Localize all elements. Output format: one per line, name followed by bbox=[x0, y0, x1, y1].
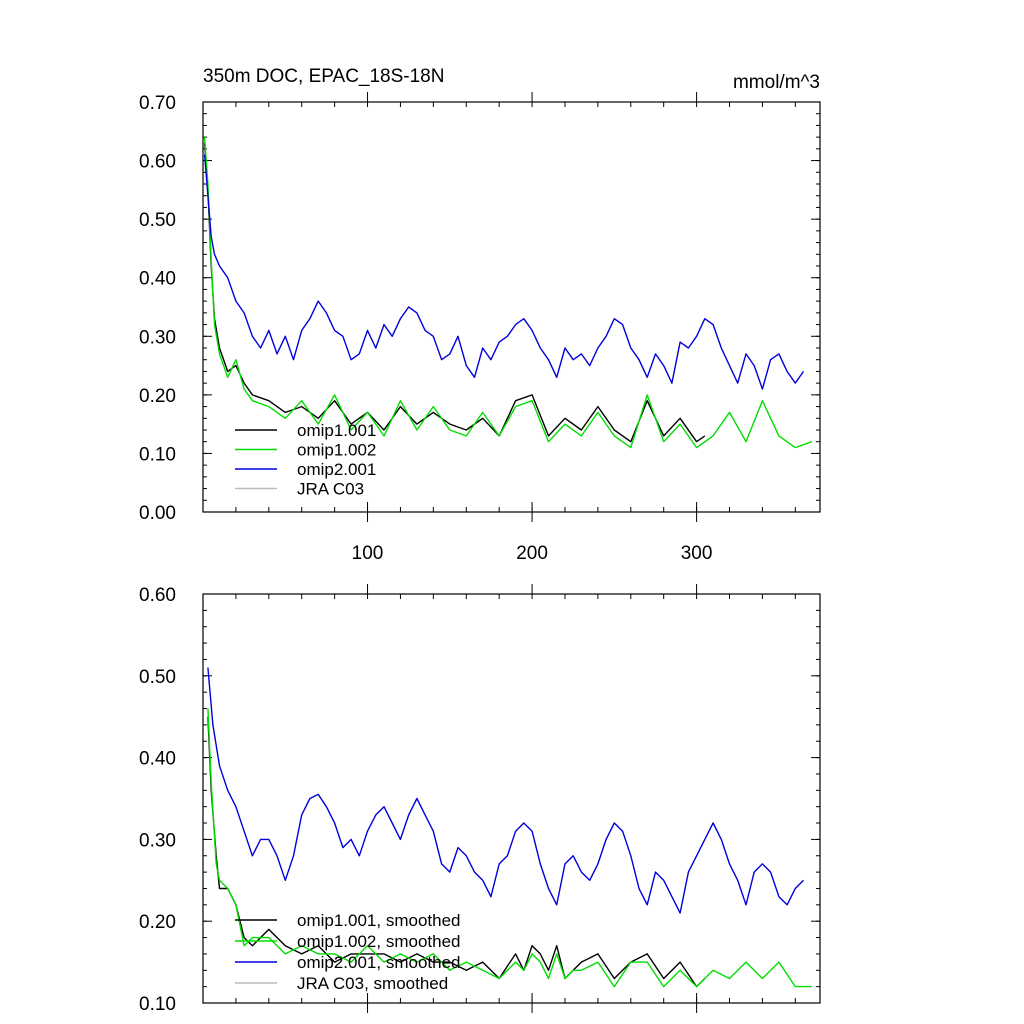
series-line-omip1-002 bbox=[203, 137, 813, 449]
top-chart-title: 350m DOC, EPAC_18S-18N bbox=[203, 66, 444, 87]
legend-label: JRA C03, smoothed bbox=[297, 974, 448, 993]
series-line-omip2-001 bbox=[203, 154, 805, 390]
y-tick-label: 0.70 bbox=[139, 93, 176, 114]
bottom-plot-frame bbox=[202, 593, 821, 1004]
top-series bbox=[203, 137, 813, 449]
legend-label: omip1.002, smoothed bbox=[297, 932, 461, 951]
top-panel: 350m DOC, EPAC_18S-18N mmol/m^3 0.00 0.10… bbox=[139, 66, 821, 564]
y-tick-label: 0.60 bbox=[139, 585, 176, 606]
y-tick-label: 0.20 bbox=[139, 912, 176, 933]
y-tick-label: 0.30 bbox=[139, 327, 176, 348]
y-tick-label: 0.50 bbox=[139, 667, 176, 688]
bottom-ticks: 0.10 0.20 0.30 0.40 0.50 0.60 bbox=[139, 584, 820, 1015]
legend-label: omip1.001, smoothed bbox=[297, 911, 461, 930]
y-tick-label: 0.40 bbox=[139, 269, 176, 290]
series-line-omip1-002-smoothed bbox=[207, 708, 812, 988]
bottom-panel: 0.10 0.20 0.30 0.40 0.50 0.60 omip1.001, smoo… bbox=[139, 584, 821, 1015]
top-chart-units: mmol/m^3 bbox=[733, 72, 820, 93]
y-tick-label: 0.20 bbox=[139, 386, 176, 407]
legend-label: omip2.001, smoothed bbox=[297, 953, 461, 972]
bottom-legend: omip1.001, smoothed omip1.002, smoothed om… bbox=[235, 911, 461, 993]
y-tick-label: 0.40 bbox=[139, 749, 176, 770]
y-tick-label: 0.10 bbox=[139, 444, 176, 465]
x-tick-label: 200 bbox=[516, 543, 548, 564]
legend-label: omip1.001 bbox=[297, 421, 376, 440]
x-tick-label: 300 bbox=[681, 543, 713, 564]
top-plot-frame bbox=[202, 101, 821, 513]
y-tick-label: 0.50 bbox=[139, 210, 176, 231]
series-line-omip2-001-smoothed bbox=[207, 667, 804, 914]
top-ticks: 0.00 0.10 0.20 0.30 0.40 0.50 0.60 0.70 100 200 30… bbox=[139, 92, 820, 564]
legend-label: omip1.002 bbox=[297, 441, 376, 460]
series-line-omip1-001 bbox=[203, 142, 706, 443]
legend-label: omip2.001 bbox=[297, 460, 376, 479]
y-tick-label: 0.00 bbox=[139, 503, 176, 524]
legend-label: JRA C03 bbox=[297, 480, 364, 499]
y-tick-label: 0.60 bbox=[139, 152, 176, 173]
y-tick-label: 0.30 bbox=[139, 830, 176, 851]
x-tick-label: 100 bbox=[352, 543, 384, 564]
y-tick-label: 0.10 bbox=[139, 994, 176, 1015]
